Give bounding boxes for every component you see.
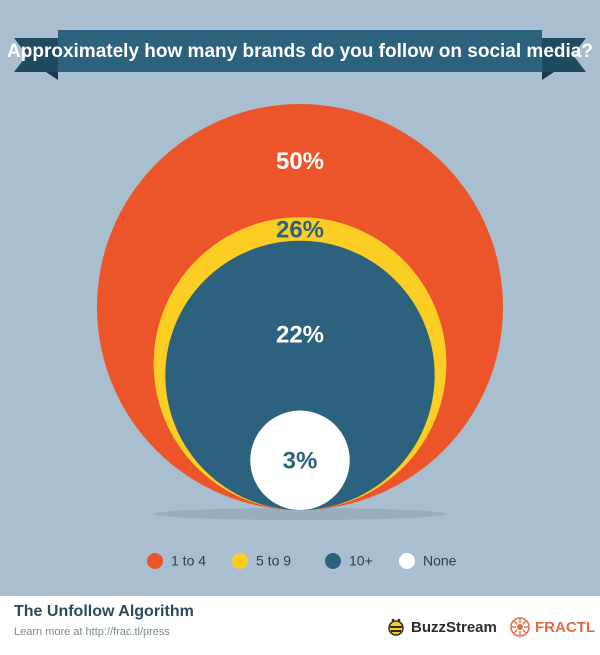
chart-canvas: Approximately how many brands do you fol… (7, 30, 593, 569)
footer-link-text[interactable]: Learn more at http://frac.tl/press (14, 626, 170, 638)
footer: The Unfollow Algorithm Learn more at htt… (0, 596, 600, 655)
legend-item-10: 10+ (325, 553, 373, 569)
legend-label-none: None (423, 553, 457, 569)
sunburst-icon (510, 617, 530, 637)
legend: 1 to 4 5 to 9 10+ None (147, 553, 457, 569)
legend-label-5-to-9: 5 to 9 (256, 553, 291, 569)
legend-label-1-to-4: 1 to 4 (171, 553, 206, 569)
legend-swatch-none (399, 553, 415, 569)
value-label-5-to-9: 26% (276, 216, 324, 243)
fractl-wordmark: FRACTL (535, 618, 595, 636)
chart-title: Approximately how many brands do you fol… (7, 41, 593, 62)
legend-item-5-to-9: 5 to 9 (232, 553, 291, 569)
circle-shadow (153, 508, 447, 520)
fractl-logo[interactable]: FRACTL (510, 617, 595, 637)
banner-body (58, 30, 542, 72)
legend-label-10: 10+ (349, 553, 373, 569)
legend-swatch-1-to-4 (147, 553, 163, 569)
banner-right-tail (542, 38, 586, 72)
title-banner: Approximately how many brands do you fol… (7, 30, 593, 80)
value-label-1-to-4: 50% (276, 148, 324, 175)
legend-swatch-10 (325, 553, 341, 569)
legend-item-none: None (399, 553, 457, 569)
legend-swatch-5-to-9 (232, 553, 248, 569)
bee-icon (388, 618, 404, 636)
banner-right-fold (542, 72, 554, 80)
value-label-none: 3% (283, 448, 318, 475)
value-labels: 50% 26% 22% 3% (276, 148, 324, 475)
buzzstream-logo[interactable]: BuzzStream (386, 617, 497, 637)
nested-circles (97, 104, 503, 520)
banner-left-fold (46, 72, 58, 80)
circle-none (250, 410, 350, 510)
footer-title: The Unfollow Algorithm (14, 603, 194, 620)
circle-10 (165, 240, 435, 510)
value-label-10: 22% (276, 321, 324, 348)
legend-item-1-to-4: 1 to 4 (147, 553, 206, 569)
buzzstream-wordmark: BuzzStream (411, 618, 497, 636)
banner-left-tail (14, 38, 58, 72)
